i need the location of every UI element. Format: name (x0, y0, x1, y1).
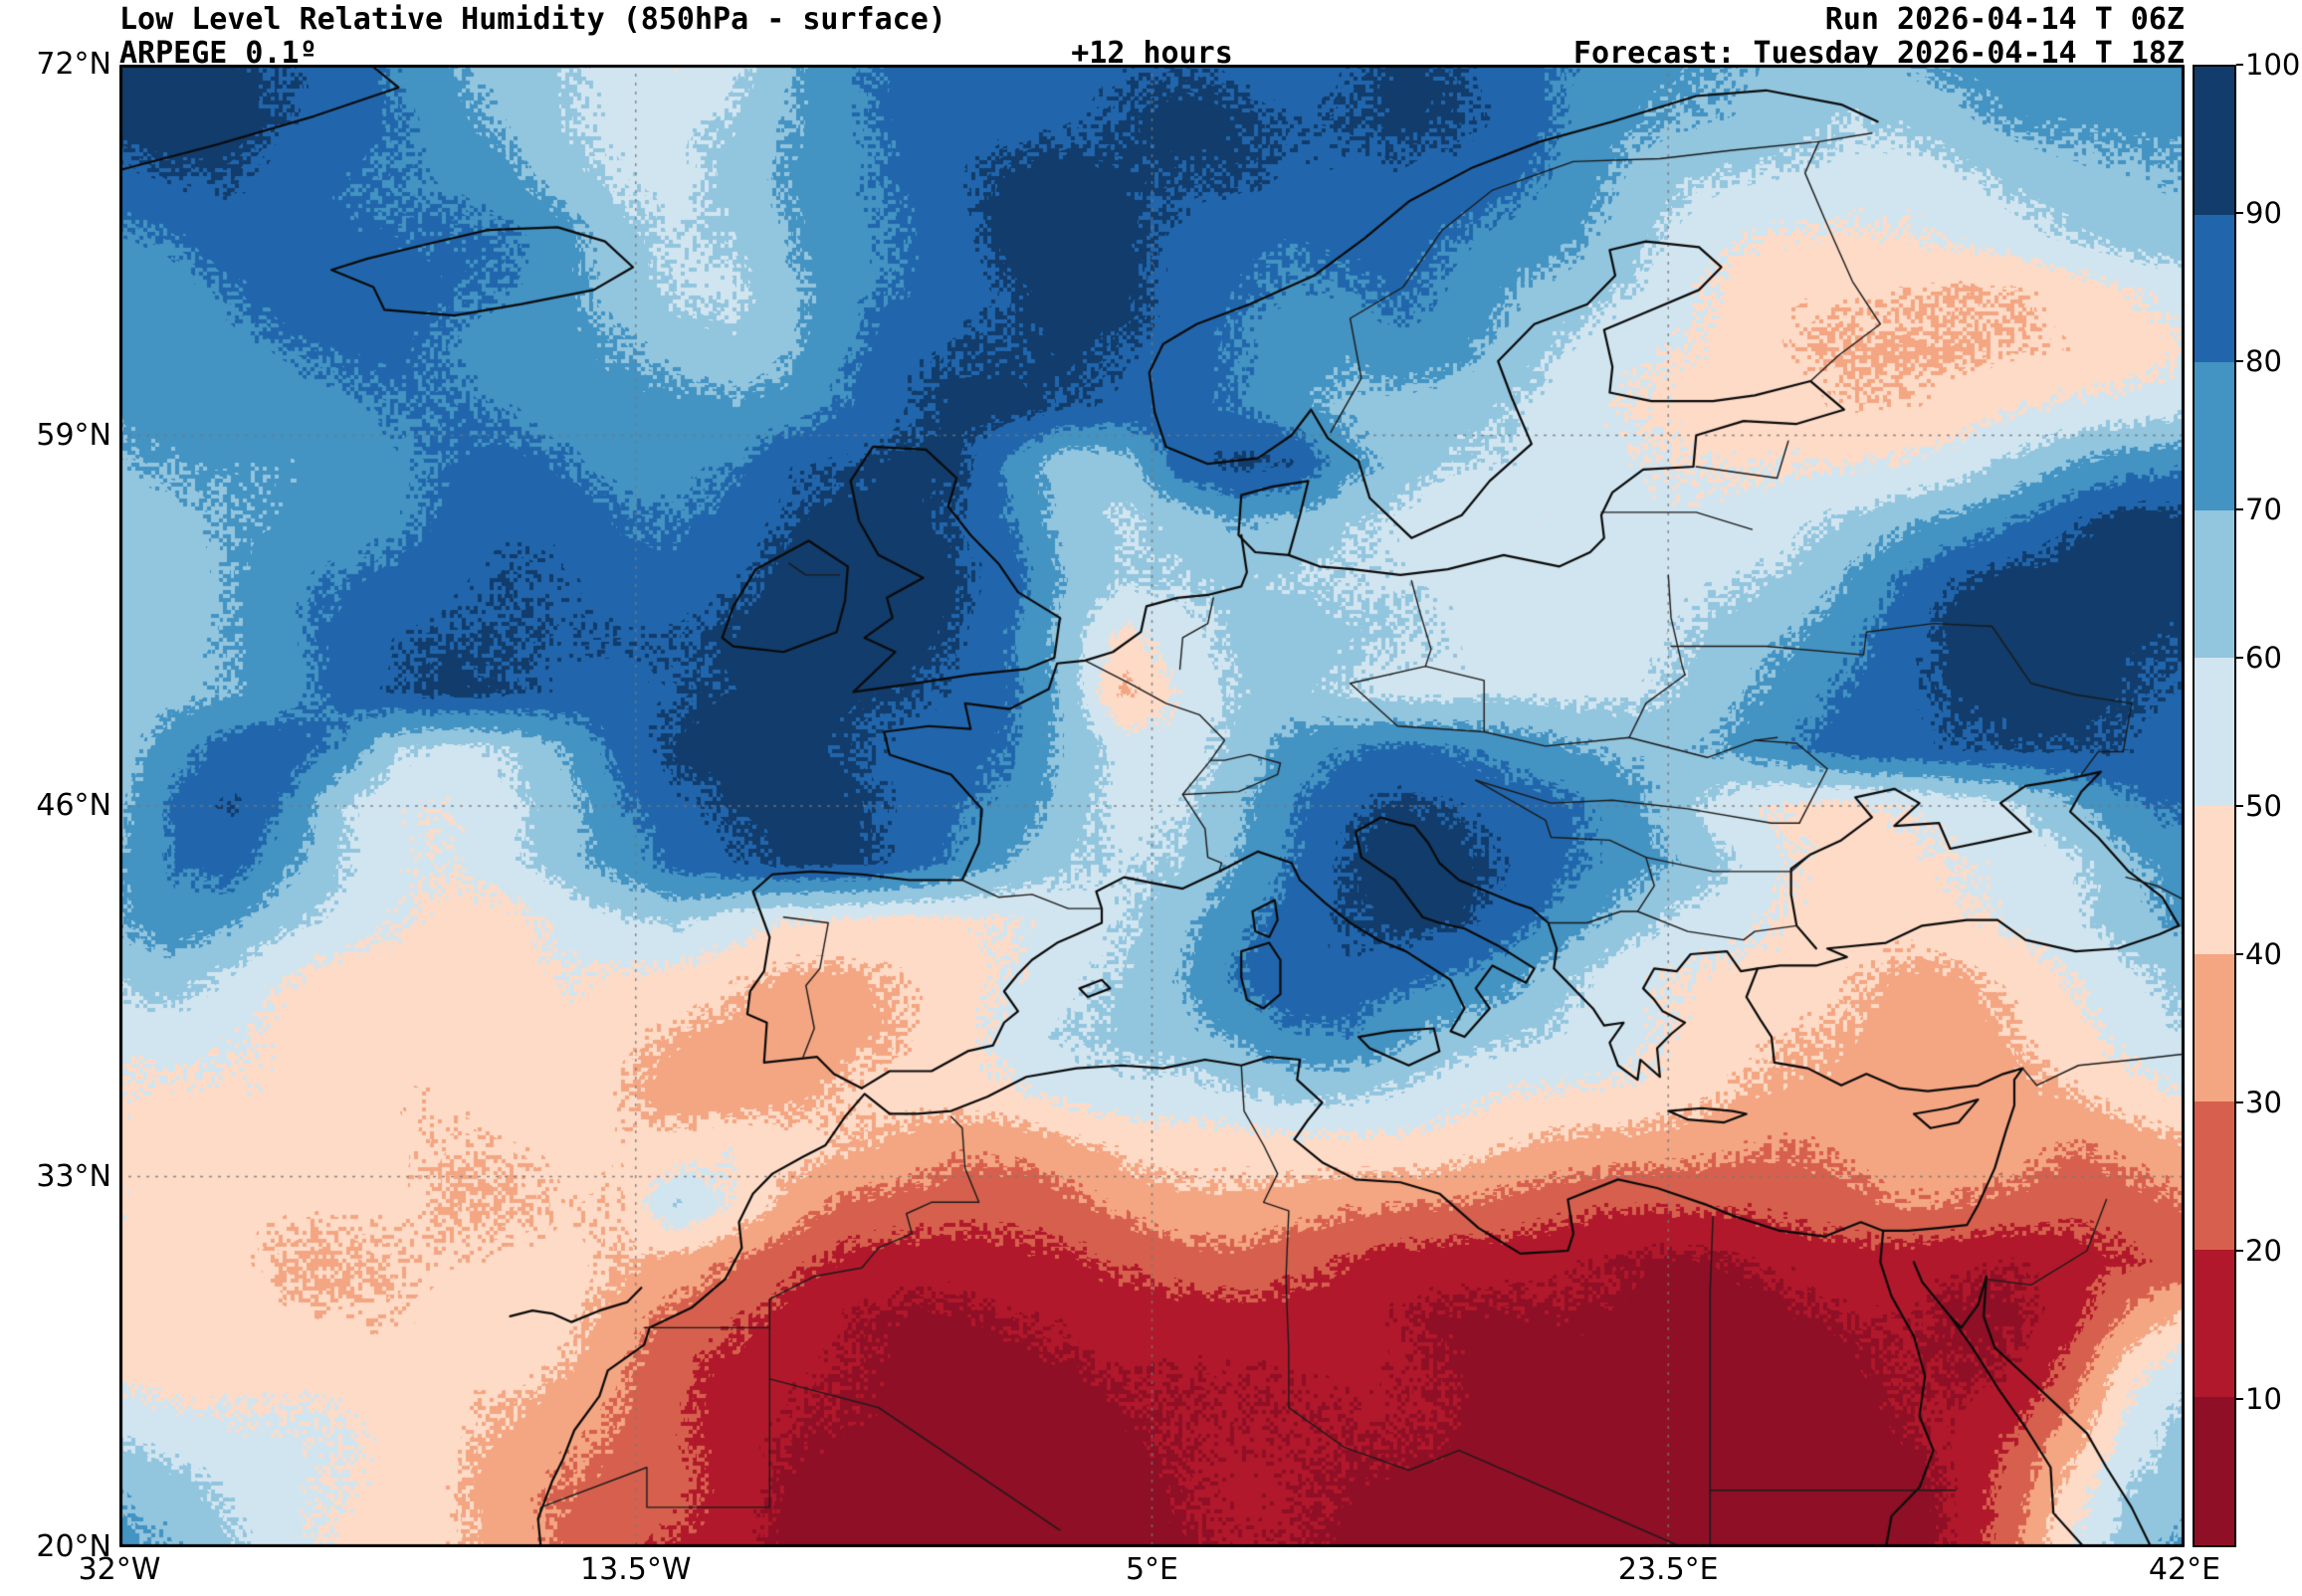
colorbar-segment (2195, 805, 2234, 954)
map-plot (119, 65, 2185, 1547)
x-axis-tick-label: 32°W (78, 1552, 161, 1587)
x-axis-tick-label: 23.5°E (1617, 1552, 1719, 1587)
colorbar (2193, 65, 2236, 1547)
y-axis-tick-label: 33°N (36, 1158, 111, 1194)
colorbar-tick-mark (2236, 953, 2243, 955)
y-axis-tick-label: 20°N (36, 1529, 111, 1564)
colorbar-tick-label: 80 (2245, 344, 2282, 378)
humidity-field-canvas (119, 65, 2185, 1547)
colorbar-tick-label: 30 (2245, 1086, 2282, 1119)
colorbar-tick-mark (2236, 1398, 2243, 1400)
colorbar-tick-label: 50 (2245, 789, 2282, 823)
page-title: Low Level Relative Humidity (850hPa - su… (119, 2, 946, 37)
colorbar-tick-mark (2236, 64, 2243, 66)
colorbar-tick-label: 90 (2245, 196, 2282, 230)
y-axis-tick-label: 72°N (36, 47, 111, 82)
x-axis-tick-label: 42°E (2148, 1552, 2221, 1587)
colorbar-tick-label: 40 (2245, 937, 2282, 971)
colorbar-tick-mark (2236, 508, 2243, 510)
colorbar-segment (2195, 658, 2234, 806)
colorbar-tick-mark (2236, 1101, 2243, 1103)
colorbar-tick-label: 20 (2245, 1234, 2282, 1268)
colorbar-tick-label: 60 (2245, 641, 2282, 675)
colorbar-tick-label: 100 (2245, 48, 2301, 82)
x-axis-tick-label: 5°E (1125, 1552, 1179, 1587)
run-label: Run 2026-04-14 T 06Z (1824, 2, 2185, 37)
colorbar-tick-mark (2236, 1250, 2243, 1252)
colorbar-segment (2195, 509, 2234, 659)
colorbar-tick-mark (2236, 212, 2243, 214)
colorbar-tick-label: 70 (2245, 493, 2282, 526)
colorbar-segment (2195, 953, 2234, 1102)
y-axis-tick-label: 46°N (36, 788, 111, 823)
y-axis-tick-label: 59°N (36, 417, 111, 453)
colorbar-segment (2195, 1101, 2234, 1250)
colorbar-segment (2195, 67, 2234, 215)
colorbar-segment (2195, 1397, 2234, 1545)
colorbar-segment (2195, 1249, 2234, 1398)
colorbar-tick-mark (2236, 805, 2243, 807)
colorbar-tick-label: 10 (2245, 1382, 2282, 1416)
x-axis-tick-label: 13.5°W (580, 1552, 692, 1587)
colorbar-tick-mark (2236, 657, 2243, 659)
colorbar-tick-mark (2236, 360, 2243, 362)
colorbar-segment (2195, 362, 2234, 510)
colorbar-segment (2195, 214, 2234, 363)
